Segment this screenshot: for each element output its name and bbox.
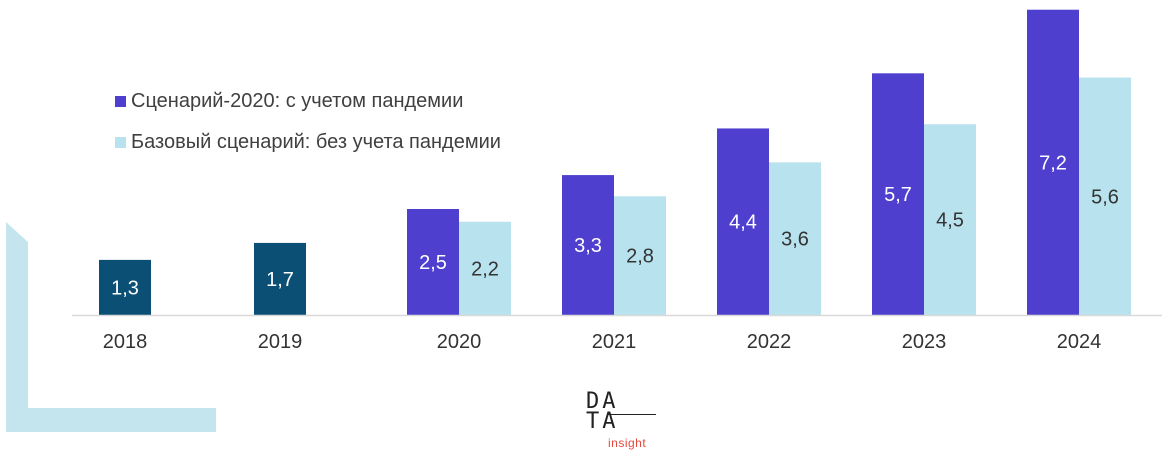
logo-text-row1: DA [586, 389, 619, 414]
background-decoration [6, 222, 216, 432]
x-tick-label-2024: 2024 [1057, 331, 1102, 353]
bar-2019-s2 [254, 242, 306, 315]
legend-label-scenario-2020: Сценарий-2020: с учетом пандемии [131, 89, 464, 112]
bar-2024-s1 [1079, 77, 1131, 315]
data-label-2022-s0: 4,4 [729, 212, 757, 234]
logo-subtext: insight [608, 436, 647, 450]
legend-swatch-scenario-2020 [115, 95, 126, 107]
data-label-2024-s1: 5,6 [1091, 186, 1119, 208]
bar-2020-s0 [407, 209, 459, 315]
legend-swatch-base-scenario [115, 136, 126, 148]
data-label-2023-s1: 4,5 [936, 210, 964, 232]
data-label-2021-s1: 2,8 [626, 246, 654, 268]
data-label-2024-s0: 7,2 [1039, 152, 1067, 174]
bar-2018-s2 [99, 259, 151, 315]
x-tick-label-2020: 2020 [437, 331, 482, 353]
bar-2022-s1 [769, 162, 821, 315]
data-label-2022-s1: 3,6 [781, 229, 809, 251]
x-tick-label-2018: 2018 [103, 331, 148, 353]
corner-decoration [6, 222, 216, 432]
logo-text-row2: TA [586, 409, 619, 434]
logo-rule [608, 414, 656, 415]
legend-label-base-scenario: Базовый сценарий: без учета пандемии [131, 130, 501, 153]
bar-2023-s1 [924, 124, 976, 315]
legend-item-scenario-2020: Сценарий-2020: с учетом пандемии [115, 88, 501, 114]
bar-2020-s1 [459, 221, 511, 315]
bar-2022-s0 [717, 128, 769, 315]
legend-item-base-scenario: Базовый сценарий: без учета пандемии [115, 129, 501, 155]
bar-2021-s1 [614, 196, 666, 315]
x-tick-label-2023: 2023 [902, 331, 947, 353]
data-label-2020-s1: 2,2 [471, 258, 499, 280]
legend: Сценарий-2020: с учетом пандемии Базовый… [115, 88, 501, 170]
data-label-2019-s2: 1,7 [266, 269, 294, 291]
bar-2021-s0 [562, 175, 614, 315]
bar-2024-s0 [1027, 9, 1079, 315]
data-label-2023-s0: 5,7 [884, 184, 912, 206]
bar-2023-s0 [872, 73, 924, 315]
data-label-2020-s0: 2,5 [419, 252, 447, 274]
x-tick-label-2019: 2019 [258, 331, 303, 353]
bars-group: 1,3 1,7 2,5 2,2 3,3 2,8 4,4 3,6 5,7 4,5 7,2 5,6 [99, 9, 1131, 315]
data-label-2018-s2: 1,3 [111, 277, 139, 299]
x-tick-labels: 2018 2019 2020 2021 2022 2023 2024 [103, 331, 1102, 353]
data-label-2021-s0: 3,3 [574, 235, 602, 257]
data-insight-logo: DA TA insight [586, 389, 666, 452]
x-tick-label-2022: 2022 [747, 331, 792, 353]
x-tick-label-2021: 2021 [592, 331, 637, 353]
